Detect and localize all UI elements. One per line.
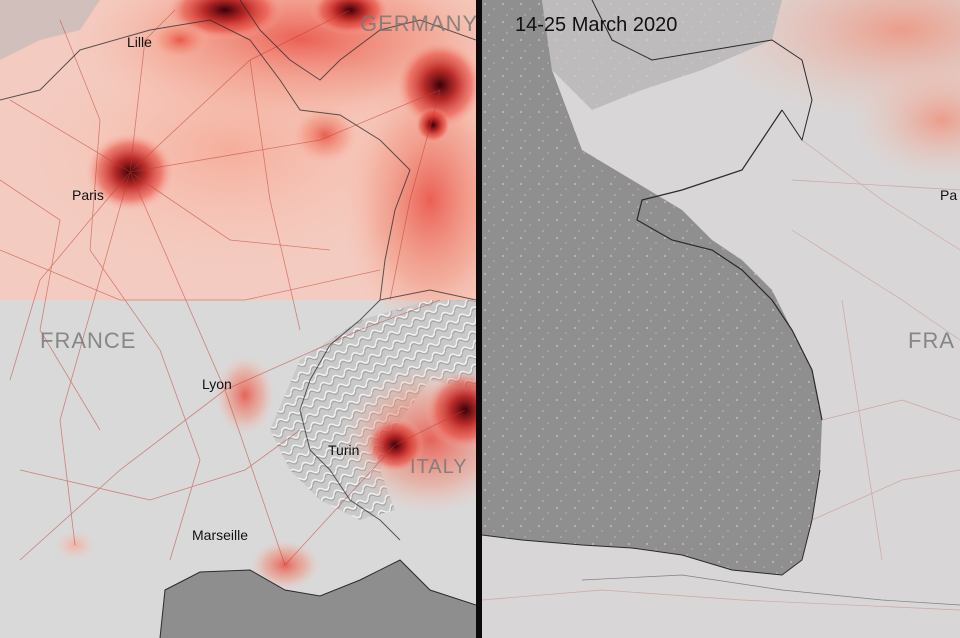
country-label-france-partial: FRA [908,328,955,353]
country-label-germany: GERMANY [360,11,476,36]
panel-divider [476,0,482,638]
country-label-france: FRANCE [40,328,137,353]
country-label-italy: ITALY [410,456,468,478]
city-label-paris-partial: Pa [940,187,958,203]
date-range-label: 14-25 March 2020 [515,14,678,36]
right-map-graphic [482,0,960,638]
left-map-graphic [0,0,476,638]
city-label-lyon: Lyon [202,376,232,392]
city-label-turin: Turin [328,442,360,458]
city-label-paris: Paris [72,187,104,203]
right-map-panel: 14-25 March 2020 Pa FRA [482,0,960,638]
left-map-panel: Lille Paris Lyon Turin Marseille GERMANY… [0,0,476,638]
city-label-lille: Lille [127,34,152,50]
city-label-marseille: Marseille [192,527,249,543]
